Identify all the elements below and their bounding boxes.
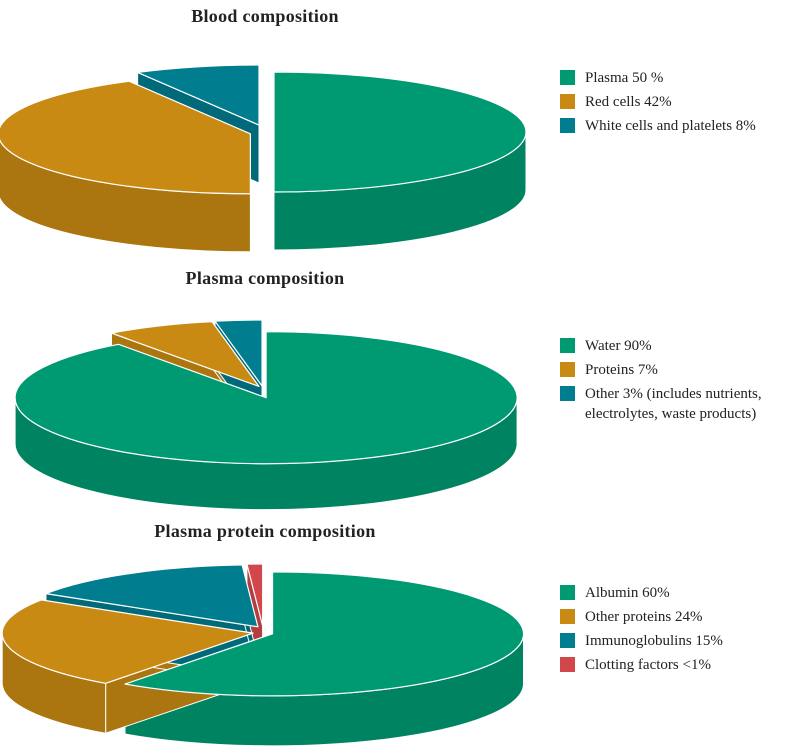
legend: Albumin 60% Other proteins 24% Immunoglobu…: [560, 583, 723, 679]
legend-swatch: [560, 585, 575, 600]
pie-slice-0: [14, 331, 518, 465]
legend-label: Red cells 42%: [585, 94, 672, 110]
legend-swatch: [560, 118, 575, 133]
plasma-protein-composition-chart: Plasma protein composition Albumin 60% Ot…: [0, 515, 786, 750]
legend-item: Plasma 50 %: [560, 68, 756, 88]
legend-swatch: [560, 657, 575, 672]
legend-label: Other proteins 24%: [585, 609, 703, 625]
legend-label: White cells and platelets 8%: [585, 118, 756, 134]
chart-title: Plasma protein composition: [154, 521, 376, 541]
pie-slice-2: [214, 319, 263, 387]
chart-title: Plasma composition: [185, 268, 345, 288]
legend-swatch: [560, 386, 575, 401]
legend-item: Other 3% (includes nutrients, electrolyt…: [560, 384, 786, 424]
legend-swatch: [560, 609, 575, 624]
pie-slice-2: [137, 64, 260, 126]
pie-slice-1: [0, 80, 251, 195]
legend-item: Other proteins 24%: [560, 607, 723, 627]
chart-title: Blood composition: [191, 6, 339, 26]
legend-label: Plasma 50 %: [585, 70, 664, 86]
legend-label: Albumin 60%: [585, 585, 670, 601]
legend-label: Immunoglobulins 15%: [585, 633, 723, 649]
legend-item: White cells and platelets 8%: [560, 116, 756, 136]
legend-swatch: [560, 633, 575, 648]
legend-label: Water 90%: [585, 338, 652, 354]
pie-slice-2: [45, 564, 259, 628]
legend: Water 90% Proteins 7% Other 3% (includes n…: [560, 336, 786, 428]
pie-svg: [14, 319, 518, 511]
legend-swatch: [560, 70, 575, 85]
plasma-composition-chart: Plasma composition Water 90% Proteins 7% O…: [0, 262, 786, 511]
legend-swatch: [560, 362, 575, 377]
pie-svg: [1, 563, 525, 747]
pie-slice-0: [124, 571, 525, 697]
legend-item: Proteins 7%: [560, 360, 786, 380]
pie-slice-1: [110, 321, 260, 388]
legend-item: Albumin 60%: [560, 583, 723, 603]
legend-swatch: [560, 94, 575, 109]
pie-slice-3: [246, 563, 264, 627]
legend: Plasma 50 % Red cells 42% White cells and …: [560, 68, 756, 140]
legend-label: Other 3% (includes nutrients, electrolyt…: [585, 386, 762, 422]
legend-label: Clotting factors <1%: [585, 657, 711, 673]
legend-item: Red cells 42%: [560, 92, 756, 112]
legend-item: Immunoglobulins 15%: [560, 631, 723, 651]
legend-item: Clotting factors <1%: [560, 655, 723, 675]
pie-slice-1: [1, 599, 254, 684]
legend-item: Water 90%: [560, 336, 786, 356]
legend-swatch: [560, 338, 575, 353]
legend-label: Proteins 7%: [585, 362, 658, 378]
blood-composition-chart: Blood composition Plasma 50 % Red cells 4…: [0, 0, 786, 255]
pie-slice-0: [273, 71, 527, 193]
pie-svg: [0, 64, 527, 253]
